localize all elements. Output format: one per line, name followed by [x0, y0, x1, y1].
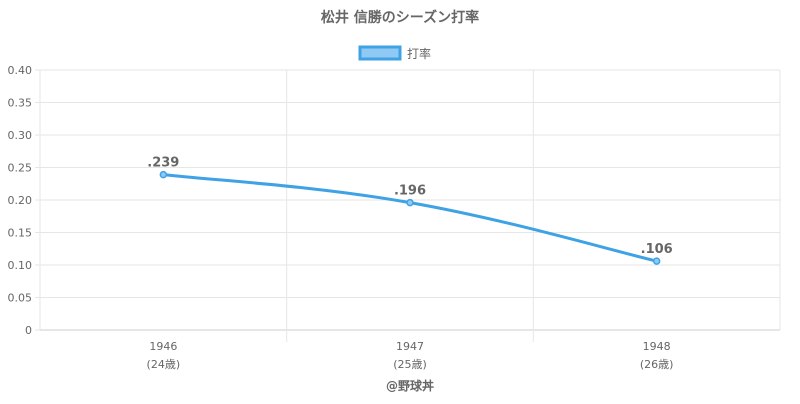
data-point	[406, 198, 414, 207]
x-tick-sublabel: (24歳)	[147, 358, 181, 371]
data-labels: .239 .196 .106	[147, 156, 672, 257]
y-tick-label: 0.05	[8, 292, 33, 305]
data-point	[652, 257, 661, 265]
y-tick-label: 0.15	[8, 227, 33, 240]
y-tick-label: 0.25	[8, 162, 33, 175]
data-point	[159, 170, 168, 179]
legend[interactable]: 打率	[358, 45, 431, 61]
x-tick-sublabel: (26歳)	[640, 358, 674, 371]
legend-label: 打率	[407, 46, 431, 61]
data-label: .106	[641, 242, 673, 257]
y-tick-label: 0.20	[8, 194, 33, 207]
footer-credit: @野球丼	[386, 378, 434, 393]
data-label: .196	[394, 184, 426, 199]
x-tick-sublabel: (25歳)	[393, 358, 427, 371]
y-tick-label: 0.40	[8, 64, 33, 77]
y-tick-label: 0.30	[8, 129, 33, 142]
x-tick-label: 1946	[149, 340, 177, 353]
y-axis: 0 0.05 0.10 0.15 0.20 0.25 0.30 0.35 0.40	[8, 64, 40, 337]
legend-swatch	[358, 45, 402, 61]
x-axis: 1946 (24歳) 1947 (25歳) 1948 (26歳)	[147, 340, 674, 371]
series-batting-average	[159, 170, 661, 265]
y-tick-label: 0.35	[8, 97, 33, 110]
x-tick-label: 1947	[396, 340, 424, 353]
y-tick-label: 0	[25, 324, 32, 337]
data-label: .239	[147, 156, 179, 171]
y-tick-label: 0.10	[8, 259, 33, 272]
chart-title: 松井 信勝のシーズン打率	[321, 9, 479, 26]
x-tick-label: 1948	[643, 340, 671, 353]
